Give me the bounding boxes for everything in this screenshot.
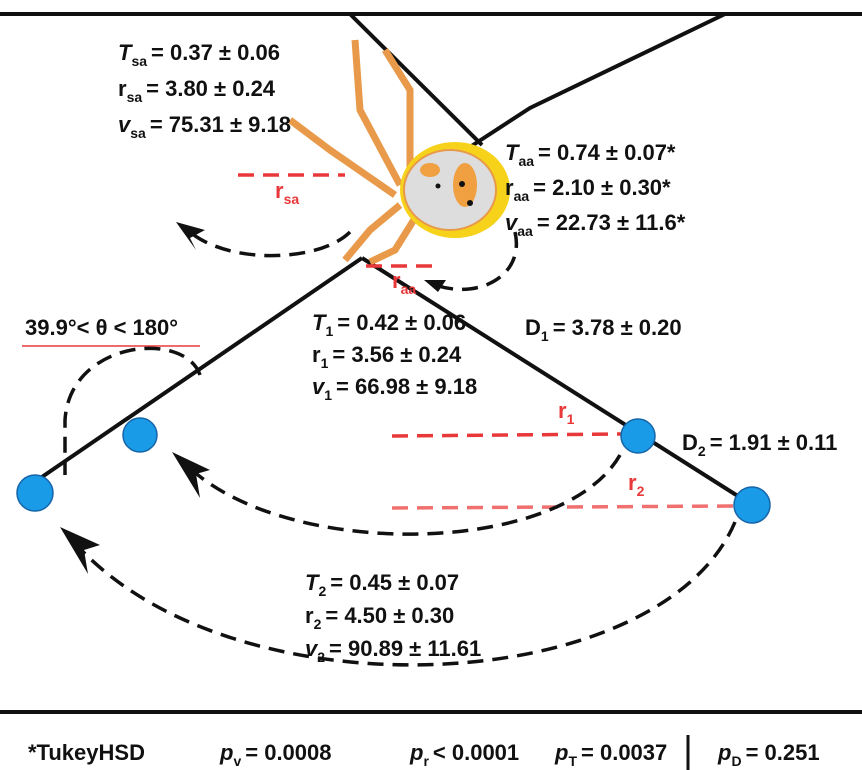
perch bbox=[734, 487, 770, 523]
arrowhead bbox=[176, 222, 205, 250]
stat-line: v2= 90.89 ± 11.61 bbox=[305, 636, 481, 665]
subscript: 1 bbox=[325, 323, 333, 339]
value: = 0.45 ± 0.07 bbox=[330, 570, 459, 595]
left-branch bbox=[20, 258, 362, 492]
subscript: D bbox=[731, 753, 741, 769]
subscript: 1 bbox=[567, 411, 575, 427]
value: = 0.74 ± 0.07* bbox=[538, 140, 676, 165]
symbol: D bbox=[525, 315, 541, 340]
subscript: sa bbox=[131, 53, 147, 69]
stat-line: T2= 0.45 ± 0.07 bbox=[305, 570, 459, 599]
arrowhead bbox=[172, 452, 210, 498]
stat-line: vaa= 22.73 ± 11.6* bbox=[505, 210, 686, 239]
stat-line: T1= 0.42 ± 0.06 bbox=[312, 310, 466, 339]
spider-eye bbox=[436, 184, 441, 189]
spider-eye bbox=[459, 181, 465, 187]
subscript: 2 bbox=[318, 583, 326, 599]
subscript: aa bbox=[401, 281, 417, 297]
value: = 0.251 bbox=[746, 740, 820, 765]
footnote: *TukeyHSD bbox=[28, 740, 145, 765]
subscript: 2 bbox=[317, 649, 325, 665]
radius-line bbox=[392, 506, 735, 508]
stat-line: raa= 2.10 ± 0.30* bbox=[505, 175, 671, 204]
jump-arc bbox=[190, 232, 350, 256]
jump-arc bbox=[435, 232, 516, 289]
value: = 0.42 ± 0.06 bbox=[337, 310, 466, 335]
test-result: pD = 0.251 bbox=[717, 740, 820, 769]
stat-line: r2= 4.50 ± 0.30 bbox=[305, 603, 454, 632]
radius-label: r2 bbox=[628, 470, 645, 499]
radius-label: r1 bbox=[558, 398, 575, 427]
stat-line: r1= 3.56 ± 0.24 bbox=[312, 342, 462, 371]
figure: 39.9°< θ < 180° *TukeyHSD Tsa= 0.37 ± 0.… bbox=[0, 0, 862, 770]
subscript: r bbox=[423, 753, 429, 769]
perch bbox=[17, 475, 53, 511]
value: = 66.98 ± 9.18 bbox=[336, 374, 477, 399]
spider-spot bbox=[453, 163, 477, 207]
perch bbox=[123, 418, 157, 452]
distance-label: D2= 1.91 ± 0.11 bbox=[682, 430, 837, 459]
value: = 0.0037 bbox=[581, 740, 667, 765]
stat-line: rsa= 3.80 ± 0.24 bbox=[118, 76, 276, 105]
angle-label: 39.9°< θ < 180° bbox=[25, 315, 178, 340]
subscript: aa bbox=[514, 188, 530, 204]
subscript: 2 bbox=[314, 616, 322, 632]
subscript: v bbox=[233, 753, 241, 769]
symbol: p bbox=[554, 740, 568, 765]
leg bbox=[290, 120, 395, 195]
radius-line bbox=[392, 434, 622, 436]
spider bbox=[290, 40, 510, 262]
subscript: sa bbox=[130, 125, 146, 141]
subscript: sa bbox=[284, 191, 300, 207]
value: = 3.56 ± 0.24 bbox=[332, 342, 462, 367]
subscript: sa bbox=[127, 89, 143, 105]
stat-line: v1= 66.98 ± 9.18 bbox=[312, 374, 477, 403]
value: = 75.31 ± 9.18 bbox=[150, 112, 291, 137]
subscript: aa bbox=[517, 223, 533, 239]
test-result: pT= 0.0037 bbox=[554, 740, 667, 769]
subscript: 1 bbox=[324, 387, 332, 403]
branch bbox=[470, 14, 725, 147]
symbol: p bbox=[717, 740, 731, 765]
radius-label: raa bbox=[392, 268, 416, 297]
stat-line: Taa= 0.74 ± 0.07* bbox=[505, 140, 676, 169]
arrowhead bbox=[60, 527, 100, 574]
spider-eye bbox=[467, 200, 473, 206]
symbol: p bbox=[409, 740, 423, 765]
value: = 4.50 ± 0.30 bbox=[325, 603, 454, 628]
stat-line: vsa= 75.31 ± 9.18 bbox=[118, 112, 291, 141]
value: = 0.0008 bbox=[245, 740, 331, 765]
symbol: D bbox=[682, 430, 698, 455]
value: = 1.91 ± 0.11 bbox=[710, 430, 838, 455]
test-result: pv= 0.0008 bbox=[219, 740, 332, 769]
spider-spot bbox=[420, 163, 440, 177]
value: = 22.73 ± 11.6* bbox=[537, 210, 686, 235]
subscript: 2 bbox=[698, 443, 706, 459]
value: = 2.10 ± 0.30* bbox=[533, 175, 671, 200]
value: < 0.0001 bbox=[433, 740, 519, 765]
perch bbox=[621, 419, 655, 453]
value: = 3.78 ± 0.20 bbox=[553, 315, 682, 340]
distance-label: D1= 3.78 ± 0.20 bbox=[525, 315, 682, 344]
radius-label: rsa bbox=[275, 178, 299, 207]
value: = 0.37 ± 0.06 bbox=[151, 40, 280, 65]
subscript: 1 bbox=[541, 328, 549, 344]
subscript: aa bbox=[518, 153, 534, 169]
test-result: pr< 0.0001 bbox=[409, 740, 519, 769]
symbol: p bbox=[219, 740, 233, 765]
subscript: 2 bbox=[637, 483, 645, 499]
jump-arc bbox=[180, 455, 620, 534]
stat-line: Tsa= 0.37 ± 0.06 bbox=[118, 40, 280, 69]
subscript: T bbox=[568, 753, 577, 769]
value: = 90.89 ± 11.61 bbox=[329, 636, 481, 661]
value: = 3.80 ± 0.24 bbox=[146, 76, 276, 101]
spider-body bbox=[404, 150, 496, 230]
subscript: 1 bbox=[321, 355, 329, 371]
